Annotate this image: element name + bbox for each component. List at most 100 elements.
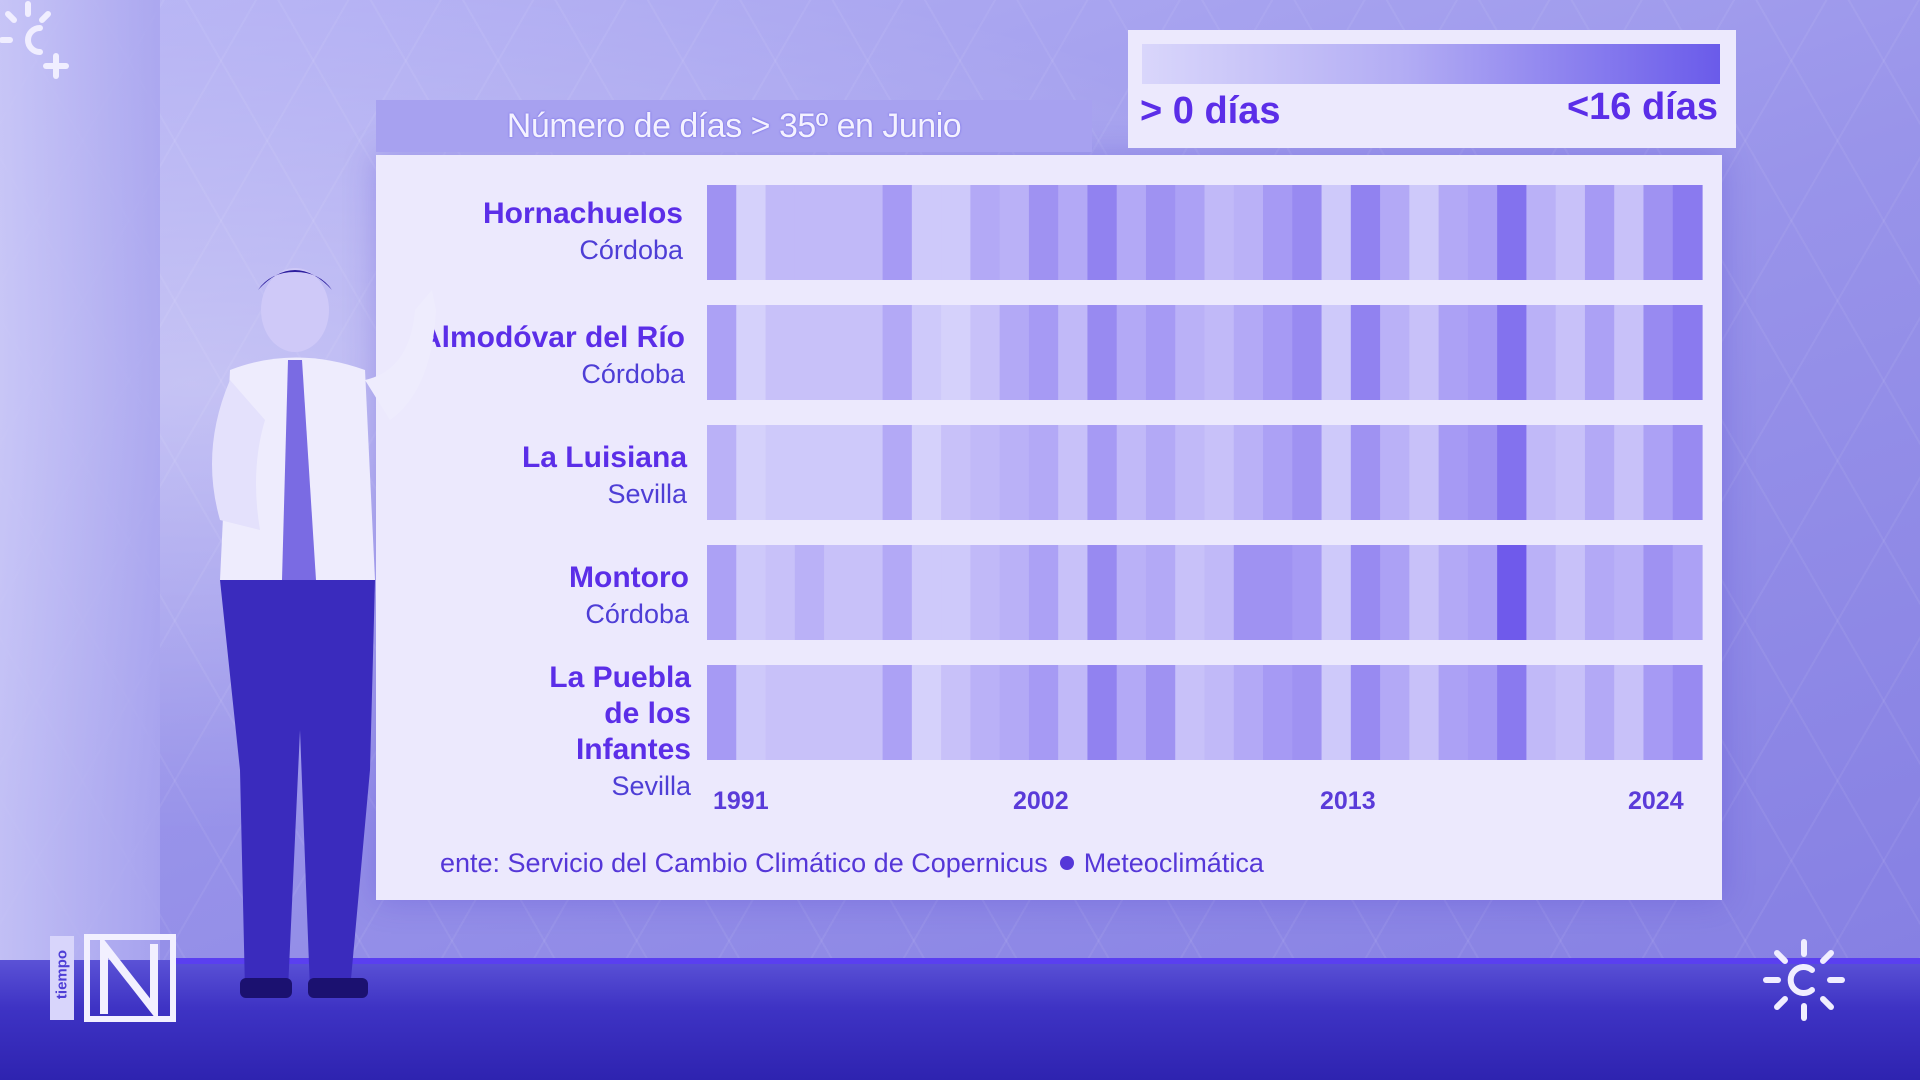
row-province: Córdoba bbox=[585, 599, 689, 629]
heat-cell bbox=[1292, 665, 1323, 760]
heat-cell bbox=[1497, 545, 1528, 640]
heat-cell bbox=[970, 185, 1001, 280]
heat-cell bbox=[1380, 185, 1410, 280]
heat-cell bbox=[1672, 305, 1703, 400]
heat-cell bbox=[1497, 425, 1528, 520]
heat-cell bbox=[1526, 545, 1557, 640]
heat-cell bbox=[941, 665, 971, 760]
heat-cell bbox=[999, 185, 1030, 280]
heat-cell bbox=[911, 545, 942, 640]
heat-cell bbox=[707, 185, 737, 280]
heat-cell bbox=[1438, 185, 1469, 280]
heat-cell bbox=[1380, 665, 1410, 760]
heat-cell bbox=[882, 425, 913, 520]
row-label-la-luisiana: La Luisiana Sevilla bbox=[387, 440, 687, 512]
heat-cell bbox=[1643, 545, 1674, 640]
heat-cell bbox=[1145, 665, 1176, 760]
heat-cell bbox=[1087, 305, 1118, 400]
row-province: Córdoba bbox=[579, 235, 683, 265]
heat-cell bbox=[1292, 305, 1323, 400]
heat-cell bbox=[1175, 425, 1206, 520]
heat-cell bbox=[911, 665, 942, 760]
heat-cell bbox=[911, 185, 942, 280]
heat-cell bbox=[765, 665, 796, 760]
heat-cell bbox=[1438, 665, 1469, 760]
heat-cell bbox=[1643, 305, 1674, 400]
heat-cell bbox=[882, 185, 913, 280]
heat-cell bbox=[707, 305, 737, 400]
heat-cell bbox=[1028, 545, 1059, 640]
heat-cell bbox=[1672, 665, 1703, 760]
heat-cell bbox=[736, 665, 767, 760]
row-label-almodovar: Almodóvar del Río Córdoba bbox=[385, 320, 685, 392]
row-name: La Luisiana bbox=[521, 441, 687, 474]
heat-cell bbox=[1233, 185, 1264, 280]
heat-cell bbox=[1409, 545, 1440, 640]
row-label-hornachuelos: Hornachuelos Córdoba bbox=[383, 196, 683, 268]
heat-cell bbox=[1614, 185, 1645, 280]
heat-cell bbox=[1584, 425, 1615, 520]
heat-cell bbox=[970, 545, 1001, 640]
heat-cell bbox=[736, 305, 767, 400]
heat-cell bbox=[736, 185, 767, 280]
heat-cell bbox=[941, 185, 971, 280]
heat-cell bbox=[853, 185, 884, 280]
heat-cell bbox=[824, 305, 854, 400]
heat-cell bbox=[1438, 305, 1469, 400]
heat-cell bbox=[1233, 545, 1264, 640]
heat-cell bbox=[824, 425, 854, 520]
heat-cell bbox=[882, 665, 913, 760]
heat-cell bbox=[882, 305, 913, 400]
heat-cell bbox=[1058, 305, 1089, 400]
heat-cell bbox=[1058, 665, 1089, 760]
heat-cell bbox=[1643, 185, 1674, 280]
heat-cell bbox=[853, 305, 884, 400]
heat-cell bbox=[1584, 185, 1615, 280]
heat-cell bbox=[1321, 185, 1352, 280]
heat-cell bbox=[1087, 425, 1118, 520]
heat-cell bbox=[707, 665, 737, 760]
heat-cell bbox=[1497, 185, 1528, 280]
heat-cell bbox=[1672, 425, 1703, 520]
heat-cell bbox=[882, 545, 913, 640]
heat-cell bbox=[1643, 665, 1674, 760]
heat-cell bbox=[824, 185, 854, 280]
heat-cell bbox=[853, 665, 884, 760]
canal-sur-sun-logo-icon bbox=[1763, 939, 1845, 1021]
heat-cell bbox=[1555, 425, 1586, 520]
heat-cell bbox=[1526, 665, 1557, 760]
heat-cell bbox=[1028, 425, 1059, 520]
heat-cell bbox=[1321, 425, 1352, 520]
heat-cell bbox=[1028, 185, 1059, 280]
heat-cell bbox=[1614, 305, 1645, 400]
x-tick-1991: 1991 bbox=[713, 787, 769, 815]
heat-cell bbox=[1409, 185, 1440, 280]
row-name: Montoro bbox=[569, 561, 689, 594]
heat-cell bbox=[794, 425, 825, 520]
heat-cell bbox=[1467, 185, 1498, 280]
heat-cell bbox=[1409, 425, 1440, 520]
heat-cell bbox=[999, 665, 1030, 760]
heat-cell bbox=[1175, 545, 1206, 640]
heat-cell bbox=[1350, 545, 1381, 640]
heat-cell bbox=[941, 545, 971, 640]
row-province: Sevilla bbox=[611, 771, 691, 801]
heat-cell bbox=[1409, 305, 1440, 400]
heat-cell bbox=[970, 665, 1001, 760]
studio-column bbox=[0, 0, 160, 960]
heat-cell bbox=[1145, 185, 1176, 280]
heat-cell bbox=[707, 425, 737, 520]
heat-cell bbox=[853, 425, 884, 520]
canal-sur-sun-logo-icon bbox=[0, 1, 69, 79]
heat-cell bbox=[1409, 665, 1440, 760]
row-province: Córdoba bbox=[581, 359, 685, 389]
row-label-la-puebla: La Puebla de los Infantes Sevilla bbox=[391, 660, 691, 804]
chart-source: ente: Servicio del Cambio Climático de C… bbox=[440, 848, 1264, 879]
heat-cell bbox=[794, 185, 825, 280]
heat-cell bbox=[1028, 305, 1059, 400]
heat-cell bbox=[1233, 665, 1264, 760]
heat-cell bbox=[1204, 425, 1235, 520]
heat-cell bbox=[1175, 305, 1206, 400]
heat-cell bbox=[794, 545, 825, 640]
